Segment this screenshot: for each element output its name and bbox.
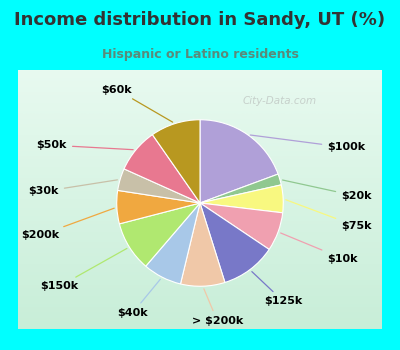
Text: $10k: $10k	[281, 233, 358, 264]
Wedge shape	[119, 203, 200, 266]
Wedge shape	[124, 135, 200, 203]
Text: $60k: $60k	[102, 85, 173, 122]
Text: $200k: $200k	[21, 208, 114, 240]
Wedge shape	[200, 120, 278, 203]
Text: $75k: $75k	[286, 200, 372, 231]
Text: Hispanic or Latino residents: Hispanic or Latino residents	[102, 48, 298, 61]
Wedge shape	[200, 203, 283, 250]
Text: $100k: $100k	[250, 135, 365, 153]
Text: $30k: $30k	[28, 180, 117, 196]
Wedge shape	[180, 203, 225, 286]
Text: > $200k: > $200k	[192, 289, 243, 326]
Wedge shape	[200, 203, 269, 282]
Wedge shape	[200, 185, 283, 213]
Text: $150k: $150k	[40, 248, 127, 291]
Wedge shape	[200, 174, 281, 203]
Text: Income distribution in Sandy, UT (%): Income distribution in Sandy, UT (%)	[14, 10, 386, 29]
Text: $40k: $40k	[117, 279, 160, 318]
Text: $50k: $50k	[37, 140, 133, 150]
Wedge shape	[146, 203, 200, 284]
Wedge shape	[152, 120, 200, 203]
Wedge shape	[118, 169, 200, 203]
Text: $125k: $125k	[252, 272, 302, 306]
Wedge shape	[117, 190, 200, 224]
Text: $20k: $20k	[282, 180, 372, 201]
Text: City-Data.com: City-Data.com	[243, 96, 317, 106]
